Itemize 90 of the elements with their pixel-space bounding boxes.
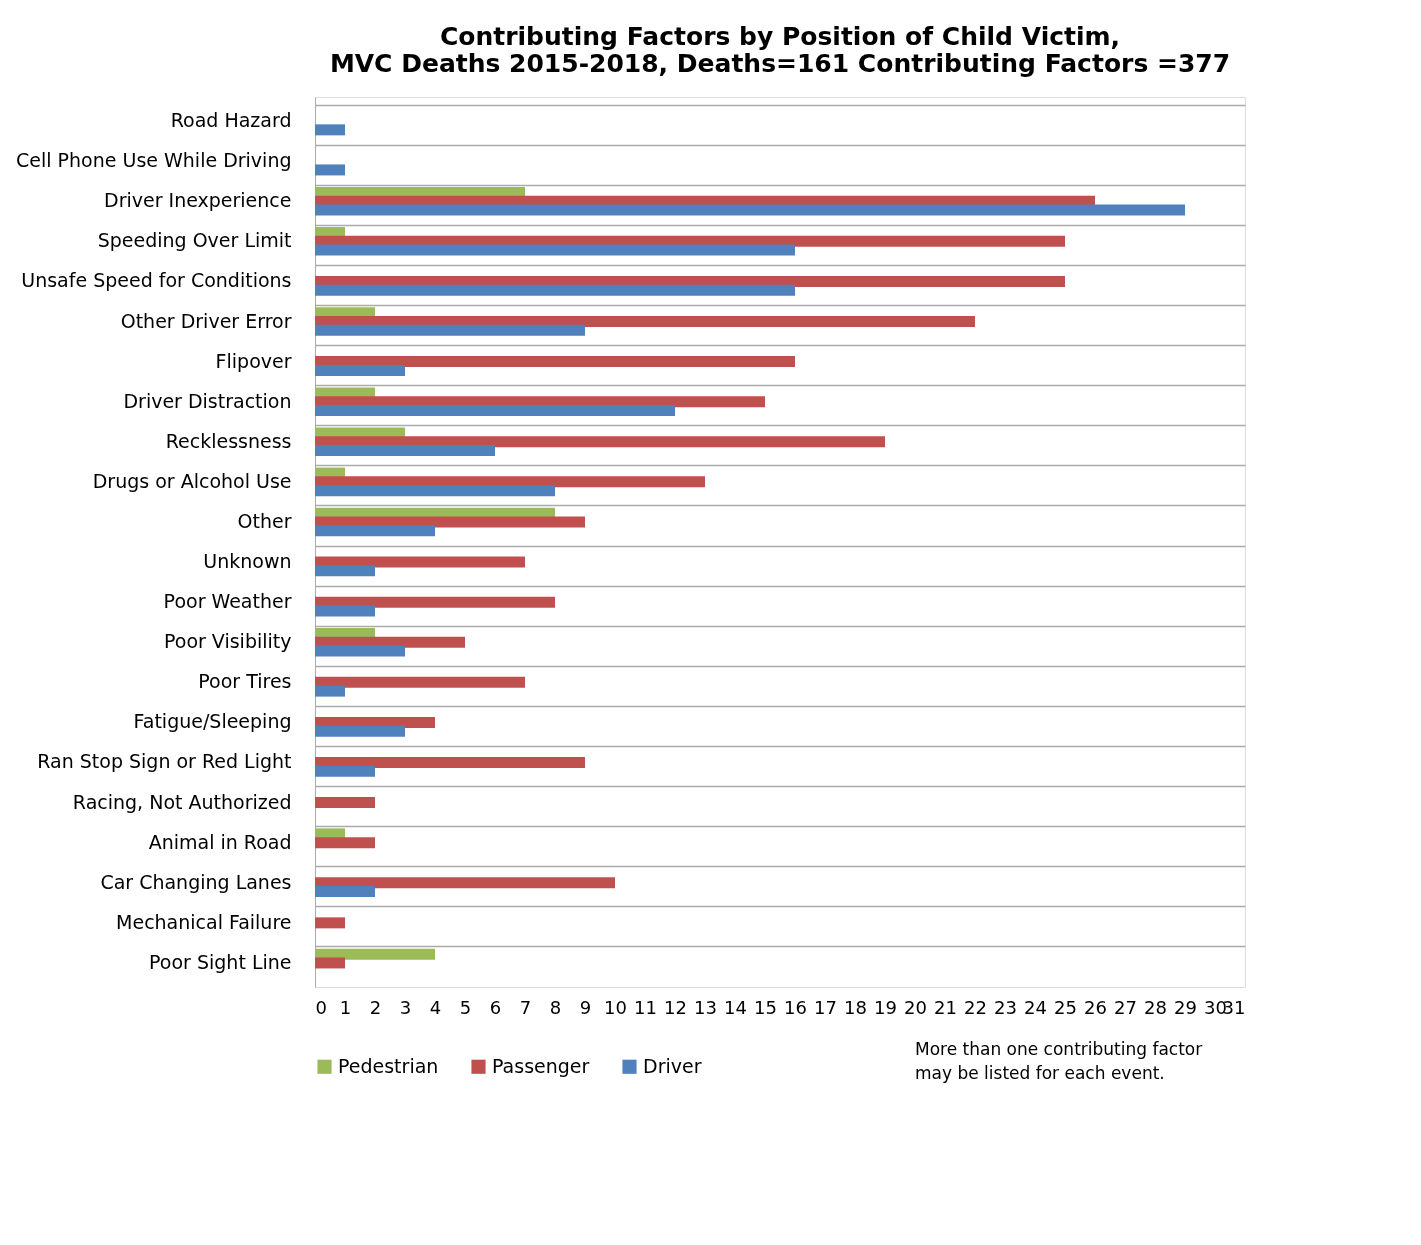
bar [315,565,375,577]
y-tick-label: Road Hazard [170,109,292,132]
bar [315,645,405,657]
x-tick-label: 12 [664,996,687,1018]
bar [315,244,795,256]
x-tick-label: 18 [844,996,867,1018]
text: More than one contributing factor may be listed for each event. [915,1039,1203,1083]
x-tick-label: 21 [934,996,957,1018]
x-tick-label: 24 [1024,996,1047,1018]
bar [315,364,405,376]
x-tick-label: 8 [549,996,562,1018]
bar [315,948,435,960]
chart-title: Contributing Factors by Position of Child Victim, MVC Deaths 2015-2018, Deaths=161 Contributing Factors =377 [329,22,1231,78]
x-tick-label: 10 [604,996,627,1018]
bar [315,917,345,929]
bar [315,605,375,617]
bar [315,204,1185,216]
bar [315,436,885,448]
bar [315,445,495,457]
y-tick-label: Animal in Road [148,830,292,853]
x-tick-label: 17 [814,996,837,1018]
bar [315,324,585,336]
bar [315,516,585,528]
bar [315,886,375,898]
x-tick-label: 0 [315,996,327,1018]
bar [315,676,525,688]
bar [315,316,975,327]
x-tick-label: 20 [904,996,927,1018]
y-tick-label: Unknown [203,550,292,573]
x-tick-label: 16 [784,996,807,1018]
y-tick-label: Driver Distraction [123,389,292,412]
bar [315,757,585,768]
y-tick-label: Car Changing Lanes [100,870,292,893]
y-tick-label: Poor Tires [198,670,292,693]
x-tick-label: 1 [339,996,352,1018]
y-tick-label: Other [237,509,292,532]
y-tick-label: Poor Visibility [163,630,292,653]
bar [315,877,615,889]
bar [315,124,345,136]
x-tick-label: 28 [1144,996,1167,1018]
y-tick-label: Drugs or Alcohol Use [92,469,292,492]
x-tick-label: 19 [874,996,897,1018]
bar [315,485,555,497]
x-tick-label: 15 [754,996,777,1018]
x-tick-label: 27 [1114,996,1137,1018]
y-tick-label: Poor Weather [163,590,292,613]
bar [315,556,525,568]
bar [315,685,345,697]
x-tick-label: 2 [369,996,382,1018]
bar [315,404,675,416]
bar [315,765,375,777]
bar [315,837,375,849]
bar [315,164,345,176]
x-tick-label: 11 [634,996,657,1018]
x-tick-label: 25 [1054,996,1077,1018]
y-tick-label: Other Driver Error [120,309,292,332]
x-tick-label: 29 [1174,996,1197,1018]
x-tick-label: 22 [964,996,987,1018]
x-tick-label: 4 [429,996,442,1018]
x-tick-label: 9 [579,996,592,1018]
y-tick-label: Ran Stop Sign or Red Light [37,750,292,773]
x-tick-label: 14 [724,996,747,1018]
y-tick-label: Unsafe Speed for Conditions [21,269,292,292]
x-tick-label: 23 [994,996,1017,1018]
x-tick-label: 7 [519,996,532,1018]
y-tick-label: Racing, Not Authorized [72,790,292,813]
y-tick-label: Mechanical Failure [116,910,292,933]
x-tick-label: 30 [1204,996,1227,1018]
legend-label: Pedestrian [338,1054,439,1077]
x-tick-label: 6 [489,996,502,1018]
legend-label: Driver [643,1054,702,1077]
y-tick-label: Speeding Over Limit [97,229,292,252]
y-tick-label: Cell Phone Use While Driving [16,149,292,172]
bar [315,525,435,537]
bar [315,725,405,737]
bar [315,356,795,368]
bar [315,596,555,608]
y-tick-label: Driver Inexperience [104,189,292,212]
x-tick-label: 26 [1084,996,1107,1018]
bar [315,284,795,296]
legend-label: Passenger [492,1054,590,1077]
bar [315,957,345,969]
y-tick-label: Poor Sight Line [149,950,292,973]
x-tick-label: 5 [459,996,472,1018]
bar [315,797,375,809]
y-tick-label: Flipover [215,349,292,372]
x-tick-label: 3 [399,996,412,1018]
x-tick-label: 13 [694,996,717,1018]
y-tick-label: Fatigue/Sleeping [133,710,292,733]
y-tick-label: Recklessness [165,429,292,452]
